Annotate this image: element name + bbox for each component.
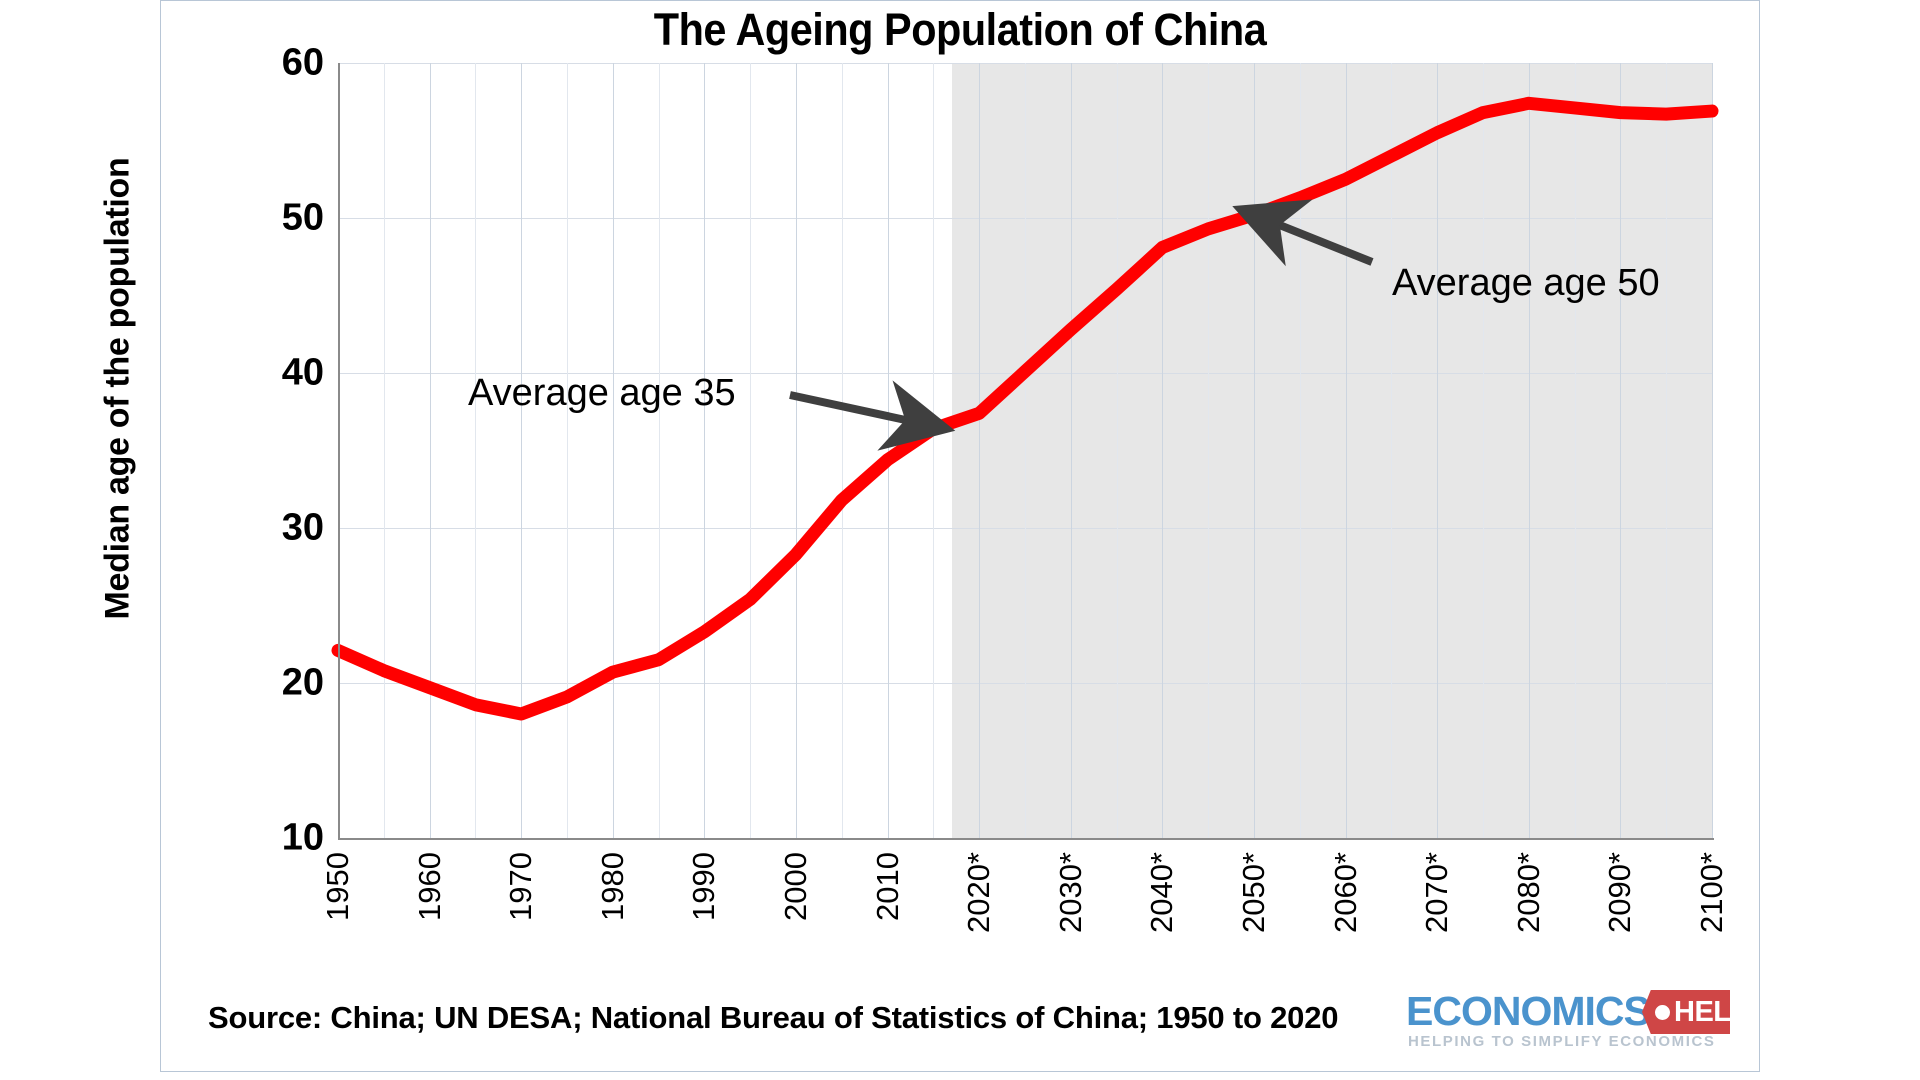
gridline-v-2065 [1391, 63, 1393, 838]
page-title: The Ageing Population of China [653, 4, 1267, 55]
x-tick-label-2020star: 2020* [961, 852, 997, 934]
y-tick-label-30: 30 [281, 506, 324, 549]
gridline-v-1975 [567, 63, 568, 838]
plot-area [331, 63, 1719, 838]
gridline-v-1985 [658, 63, 660, 838]
gridline-v-2090 [1620, 63, 1622, 838]
x-tick-label-2080star: 2080* [1510, 852, 1546, 934]
annotation-average-age-50: Average age 50 [1392, 262, 1660, 304]
gridline-v-1955 [383, 63, 385, 838]
gridline-v-1965 [475, 63, 477, 838]
gridline-v-2085 [1574, 63, 1576, 838]
x-tick-label-2010: 2010 [869, 852, 905, 921]
gridline-v-2075 [1483, 63, 1484, 838]
gridline-v-1980 [612, 63, 614, 838]
gridline-v-1970 [521, 63, 523, 838]
x-tick-label-2040star: 2040* [1144, 852, 1180, 934]
gridline-v-2045 [1208, 63, 1210, 838]
gridline-v-2055 [1299, 63, 1301, 838]
logo-tag-hole-icon [1655, 1005, 1670, 1020]
gridline-v-2060 [1345, 63, 1347, 838]
gridline-v-2035 [1116, 63, 1118, 838]
gridline-v-1990 [704, 63, 706, 838]
gridline-v-2025 [1025, 63, 1026, 838]
x-tick-label-2050star: 2050* [1236, 852, 1271, 934]
gridline-v-2100 [1712, 63, 1713, 838]
gridline-v-2020 [979, 63, 981, 838]
gridline-v-2095 [1666, 63, 1668, 838]
x-tick-label-2030star: 2030* [1052, 852, 1088, 934]
logo-tagline: HELPING TO SIMPLIFY ECONOMICS [1408, 1033, 1716, 1050]
projection-shaded-band [951, 63, 1712, 838]
logo-wordmark: ECONOMICS [1406, 988, 1651, 1034]
gridline-v-2050 [1254, 63, 1255, 838]
x-tick-label-1980: 1980 [594, 852, 630, 921]
median-age-line-series [331, 96, 1719, 721]
x-tick-label-2100star: 2100* [1694, 852, 1729, 934]
y-tick-label-10: 10 [281, 816, 324, 859]
y-axis-title: Median age of the population [98, 157, 137, 620]
y-tick-label-20: 20 [281, 661, 324, 704]
y-tick-label-50: 50 [281, 196, 324, 239]
gridline-v-2040 [1162, 63, 1164, 838]
x-tick-label-2070star: 2070* [1419, 852, 1455, 934]
y-axis-line [338, 63, 340, 840]
logo-tag-label: HELP [1674, 996, 1750, 1028]
x-tick-label-2000: 2000 [778, 852, 813, 921]
annotation-average-age-35: Average age 35 [468, 372, 736, 414]
gridline-v-2080 [1528, 63, 1530, 838]
x-tick-label-2060star: 2060* [1327, 852, 1363, 934]
gridline-v-2005 [841, 63, 843, 838]
gridline-v-2070 [1437, 63, 1439, 838]
x-tick-label-2090star: 2090* [1602, 852, 1638, 934]
source-note: Source: China; UN DESA; National Bureau … [208, 1000, 1339, 1035]
gridline-v-2030 [1070, 63, 1072, 838]
y-tick-label-40: 40 [281, 351, 324, 394]
x-axis-line [338, 838, 1714, 840]
x-tick-label-1970: 1970 [503, 852, 539, 921]
x-tick-label-1960: 1960 [411, 852, 447, 921]
economics-help-logo: ECONOMICS HELP HELPING TO SIMPLIFY ECONO… [1406, 986, 1750, 1058]
x-tick-label-1990: 1990 [686, 852, 722, 921]
gridline-v-2000 [796, 63, 797, 838]
gridline-v-1995 [750, 63, 752, 838]
x-tick-label-1950: 1950 [320, 852, 355, 921]
y-tick-label-60: 60 [281, 41, 324, 84]
gridline-v-1960 [429, 63, 431, 838]
